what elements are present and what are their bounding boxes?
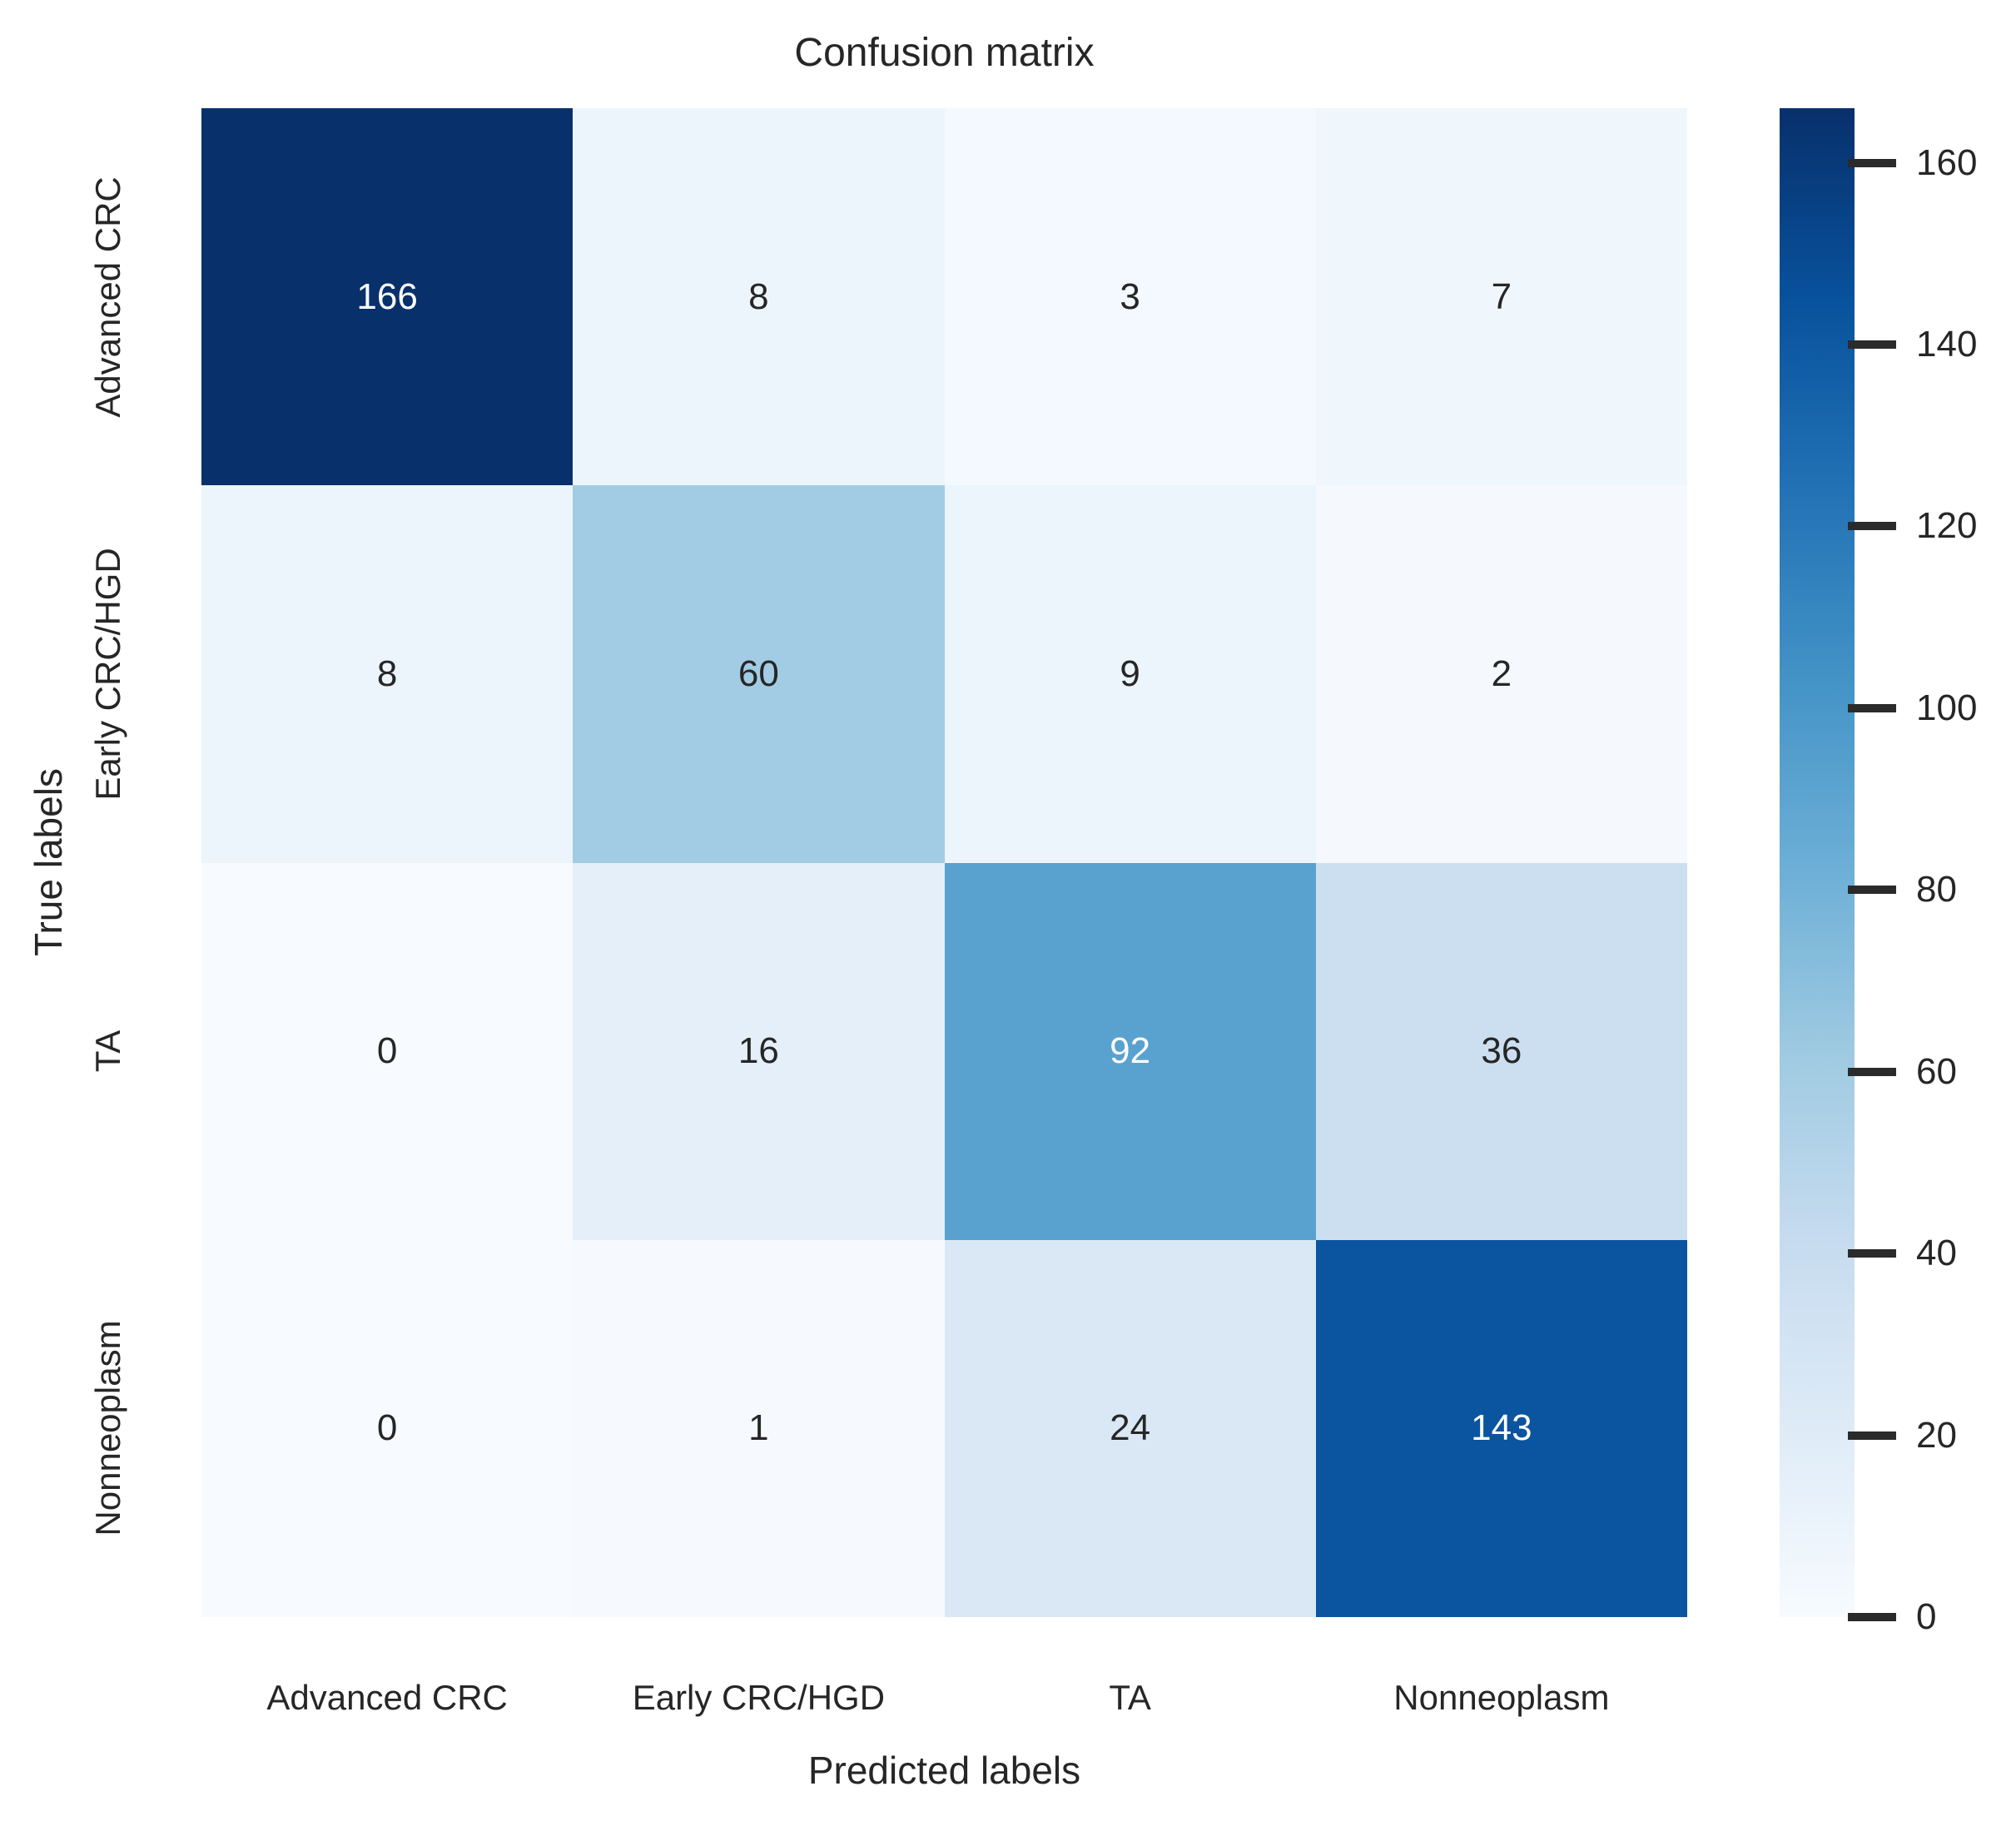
cell-value: 16	[737, 1030, 779, 1072]
colorbar-tick-mark	[1848, 703, 1896, 712]
x-tick-label: Early CRC/HGD	[632, 1678, 886, 1717]
colorbar-tick-label: 20	[1916, 1414, 1957, 1456]
cell-value: 36	[1481, 1030, 1522, 1072]
heatmap-cell: 143	[1315, 1239, 1687, 1617]
colorbar	[1780, 108, 1855, 1617]
heatmap-cell: 92	[944, 862, 1316, 1240]
y-axis-label: True labels	[27, 768, 70, 956]
colorbar-tick-mark	[1848, 1431, 1896, 1440]
colorbar-tick-mark	[1848, 522, 1896, 531]
colorbar-tick-mark	[1848, 1613, 1896, 1621]
x-tick-label: Nonneoplasm	[1393, 1678, 1610, 1717]
cell-value: 7	[1491, 275, 1512, 317]
colorbar-tick-label: 60	[1916, 1050, 1957, 1092]
colorbar-tick-label: 80	[1916, 869, 1957, 910]
heatmap-cell: 8	[201, 485, 574, 863]
heatmap-cell: 8	[573, 108, 945, 486]
colorbar-tick-label: 100	[1916, 687, 1978, 728]
y-tick-label: Early CRC/HGD	[88, 548, 127, 801]
colorbar-tick-mark	[1848, 886, 1896, 895]
heatmap-cell: 3	[944, 108, 1316, 486]
colorbar-tick-label: 0	[1916, 1596, 1937, 1637]
colorbar-tick-mark	[1848, 158, 1896, 167]
heatmap-cell: 9	[944, 485, 1316, 863]
cell-value: 24	[1110, 1407, 1151, 1449]
cell-value: 8	[376, 652, 398, 694]
cell-value: 166	[356, 275, 418, 317]
colorbar-tick-label: 140	[1916, 323, 1978, 365]
x-tick-label: TA	[1109, 1678, 1151, 1717]
colorbar-tick-label: 40	[1916, 1233, 1957, 1274]
cell-value: 1	[748, 1407, 769, 1449]
cell-value: 60	[737, 652, 779, 694]
cell-value: 0	[376, 1030, 398, 1072]
heatmap-cell: 7	[1315, 108, 1687, 486]
colorbar-tick-mark	[1848, 1249, 1896, 1258]
cell-value: 92	[1110, 1030, 1151, 1072]
y-tick-label: TA	[88, 1030, 127, 1073]
x-tick-label: Advanced CRC	[266, 1678, 508, 1717]
heatmap-cell: 16	[573, 862, 945, 1240]
y-tick-label: Advanced CRC	[88, 176, 127, 418]
heatmap-cell: 36	[1315, 862, 1687, 1240]
heatmap-grid: 166 8 3 7 8 60 9 2 0 16 92 36 0 1 24 143	[201, 108, 1687, 1617]
colorbar-tick-label: 120	[1916, 505, 1978, 547]
heatmap-cell: 0	[201, 862, 574, 1240]
colorbar-tick-mark	[1848, 340, 1896, 349]
cell-value: 9	[1120, 652, 1140, 694]
colorbar-tick-mark	[1848, 1067, 1896, 1076]
x-axis-label: Predicted labels	[807, 1749, 1081, 1792]
chart-title: Confusion matrix	[794, 31, 1095, 75]
cell-value: 2	[1491, 652, 1512, 694]
heatmap-cell: 0	[201, 1239, 574, 1617]
heatmap-cell: 60	[573, 485, 945, 863]
cell-value: 143	[1471, 1407, 1532, 1449]
cell-value: 0	[376, 1407, 398, 1449]
colorbar-tick-label: 160	[1916, 141, 1978, 183]
y-tick-label: Nonneoplasm	[88, 1320, 127, 1536]
heatmap-cell: 24	[944, 1239, 1316, 1617]
heatmap-cell: 166	[201, 108, 574, 486]
cell-value: 8	[748, 275, 769, 317]
cell-value: 3	[1120, 275, 1140, 317]
heatmap-cell: 1	[573, 1239, 945, 1617]
heatmap-cell: 2	[1315, 485, 1687, 863]
